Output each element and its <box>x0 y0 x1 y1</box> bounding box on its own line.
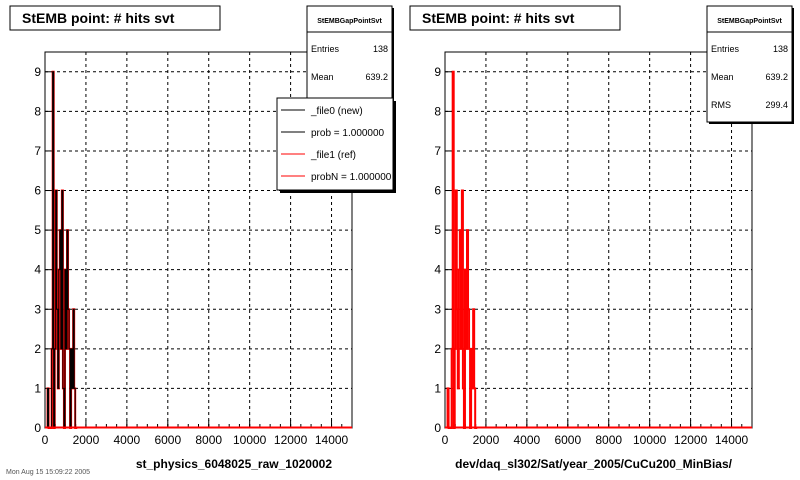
y-tick-label: 5 <box>434 223 441 237</box>
y-tick-label: 6 <box>434 184 441 198</box>
histogram-series-line <box>47 71 78 429</box>
histogram-bin <box>466 349 467 428</box>
stats-entries-label: Entries <box>311 44 340 54</box>
stats-mean-value: 639.2 <box>365 72 388 82</box>
stats-entries-value: 138 <box>773 44 788 54</box>
stats-mean-label: Mean <box>311 72 334 82</box>
stats-title: StEMBGapPointSvt <box>717 18 782 25</box>
y-tick-label: 1 <box>434 381 441 395</box>
stats-box <box>706 5 793 123</box>
x-tick-label: 2000 <box>473 433 500 447</box>
x-axis-title: dev/daq_sl302/Sat/year_2005/CuCu200_MinB… <box>455 457 732 471</box>
legend-entry-label: prob = 1.000000 <box>311 128 385 139</box>
title-box <box>409 5 621 31</box>
stats-entries-label: Entries <box>711 44 740 54</box>
histogram-bin <box>458 388 459 428</box>
y-tick-label: 2 <box>434 342 441 356</box>
x-tick-label: 0 <box>442 433 449 447</box>
stats-rms-label: RMS <box>711 100 731 110</box>
y-tick-label: 4 <box>434 263 441 277</box>
legend-entry-label: _file1 (ref) <box>310 150 356 161</box>
stats-rms-value: 299.4 <box>765 100 788 110</box>
y-tick-label: 2 <box>34 342 41 356</box>
legend-entry-label: _file0 (new) <box>310 106 363 117</box>
legend-box <box>276 97 394 191</box>
y-tick-label: 9 <box>434 65 441 79</box>
x-tick-label: 10000 <box>633 433 667 447</box>
x-tick-label: 8000 <box>195 433 222 447</box>
x-tick-label: 10000 <box>233 433 267 447</box>
title-box <box>9 5 221 31</box>
y-tick-label: 7 <box>434 144 441 158</box>
x-tick-label: 12000 <box>674 433 708 447</box>
y-tick-label: 4 <box>34 263 41 277</box>
y-tick-label: 9 <box>34 65 41 79</box>
x-tick-label: 8000 <box>595 433 622 447</box>
stats-entries-value: 138 <box>373 44 388 54</box>
y-tick-label: 6 <box>34 184 41 198</box>
histogram-bin <box>61 349 62 428</box>
x-tick-label: 0 <box>42 433 49 447</box>
x-tick-label: 4000 <box>114 433 141 447</box>
chart-title: StEMB point: # hits svt <box>22 10 175 26</box>
plot-frame <box>444 51 753 429</box>
y-tick-label: 7 <box>34 144 41 158</box>
y-tick-label: 3 <box>434 302 441 316</box>
legend-entry-label: probN = 1.000000 <box>311 172 392 183</box>
histogram-series-line <box>446 70 478 429</box>
x-tick-label: 2000 <box>73 433 100 447</box>
histogram-bin <box>472 388 473 428</box>
histogram-bin <box>461 349 462 428</box>
stats-mean-value: 639.2 <box>765 72 788 82</box>
y-tick-label: 5 <box>34 223 41 237</box>
y-tick-label: 0 <box>434 421 441 435</box>
x-tick-label: 4000 <box>514 433 541 447</box>
x-tick-label: 6000 <box>154 433 181 447</box>
x-tick-label: 14000 <box>715 433 749 447</box>
x-tick-label: 12000 <box>274 433 308 447</box>
stats-title: StEMBGapPointSvt <box>317 18 382 25</box>
footer-timestamp: Mon Aug 15 15:09:22 2005 <box>6 469 90 476</box>
x-tick-label: 6000 <box>554 433 581 447</box>
histogram-bin <box>66 349 67 428</box>
y-tick-label: 0 <box>34 421 41 435</box>
stats-mean-label: Mean <box>711 72 734 82</box>
histogram-bin <box>58 388 59 428</box>
histogram-bin <box>72 388 73 428</box>
y-tick-label: 3 <box>34 302 41 316</box>
histogram-bin <box>58 388 59 428</box>
chart-title: StEMB point: # hits svt <box>422 10 575 26</box>
x-tick-label: 14000 <box>315 433 349 447</box>
x-axis-title: st_physics_6048025_raw_1020002 <box>136 457 332 471</box>
histogram-bin <box>72 388 73 428</box>
y-tick-label: 1 <box>34 381 41 395</box>
y-tick-label: 8 <box>34 104 41 118</box>
histogram-bin <box>61 349 62 428</box>
histogram-bin <box>66 349 67 428</box>
y-tick-label: 8 <box>434 104 441 118</box>
histogram-panel-1 <box>9 5 396 429</box>
histogram-panel-2 <box>409 5 794 429</box>
